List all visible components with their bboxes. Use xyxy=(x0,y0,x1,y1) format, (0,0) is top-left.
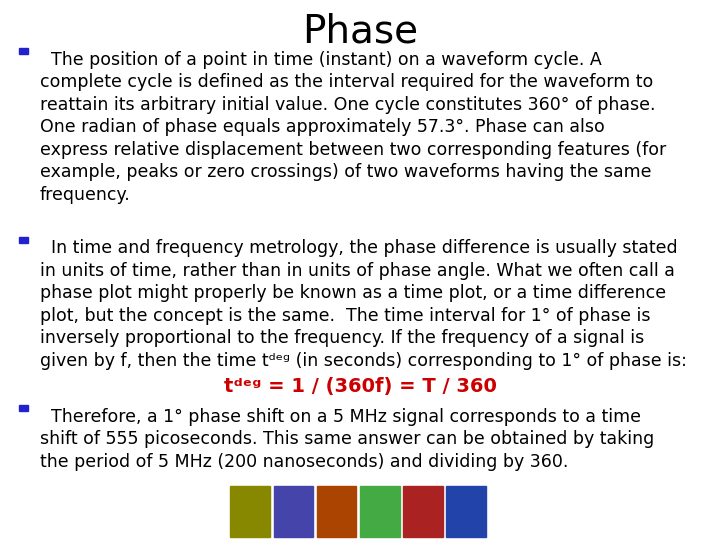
Bar xyxy=(274,486,313,537)
Text: example, peaks or zero crossings) of two waveforms having the same: example, peaks or zero crossings) of two… xyxy=(40,163,651,181)
Bar xyxy=(403,486,443,537)
Text: shift of 555 picoseconds. This same answer can be obtained by taking: shift of 555 picoseconds. This same answ… xyxy=(40,430,654,448)
Text: tᵈᵉᵍ = 1 / (360f) = T / 360: tᵈᵉᵍ = 1 / (360f) = T / 360 xyxy=(224,377,496,396)
Text: reattain its arbitrary initial value. One cycle constitutes 360° of phase.: reattain its arbitrary initial value. On… xyxy=(40,96,655,114)
Text: frequency.: frequency. xyxy=(40,186,130,204)
Text: complete cycle is defined as the interval required for the waveform to: complete cycle is defined as the interva… xyxy=(40,73,653,91)
Text: In time and frequency metrology, the phase difference is usually stated: In time and frequency metrology, the pha… xyxy=(40,239,678,258)
Bar xyxy=(19,237,28,243)
Bar xyxy=(360,486,400,537)
Text: Standards and Technology: Standards and Technology xyxy=(14,517,241,531)
Text: NIST: NIST xyxy=(619,500,698,529)
Text: in units of time, rather than in units of phase angle. What we often call a: in units of time, rather than in units o… xyxy=(40,262,675,280)
Bar xyxy=(317,486,356,537)
Bar xyxy=(19,48,28,54)
Bar xyxy=(446,486,486,537)
Text: the period of 5 MHz (200 nanoseconds) and dividing by 360.: the period of 5 MHz (200 nanoseconds) an… xyxy=(40,453,568,471)
Text: phase plot might properly be known as a time plot, or a time difference: phase plot might properly be known as a … xyxy=(40,285,666,302)
Bar xyxy=(230,486,270,537)
Text: given by f, then the time tᵈᵉᵍ (in seconds) corresponding to 1° of phase is:: given by f, then the time tᵈᵉᵍ (in secon… xyxy=(40,352,686,370)
Text: National Institute of: National Institute of xyxy=(14,494,188,509)
Text: Phase: Phase xyxy=(302,12,418,50)
Text: inversely proportional to the frequency. If the frequency of a signal is: inversely proportional to the frequency.… xyxy=(40,329,644,347)
Text: The position of a point in time (instant) on a waveform cycle. A: The position of a point in time (instant… xyxy=(40,51,601,69)
Text: express relative displacement between two corresponding features (for: express relative displacement between tw… xyxy=(40,140,666,159)
Text: plot, but the concept is the same.  The time interval for 1° of phase is: plot, but the concept is the same. The t… xyxy=(40,307,650,325)
Text: Therefore, a 1° phase shift on a 5 MHz signal corresponds to a time: Therefore, a 1° phase shift on a 5 MHz s… xyxy=(40,408,641,426)
Bar xyxy=(19,405,28,411)
Text: One radian of phase equals approximately 57.3°. Phase can also: One radian of phase equals approximately… xyxy=(40,118,604,136)
